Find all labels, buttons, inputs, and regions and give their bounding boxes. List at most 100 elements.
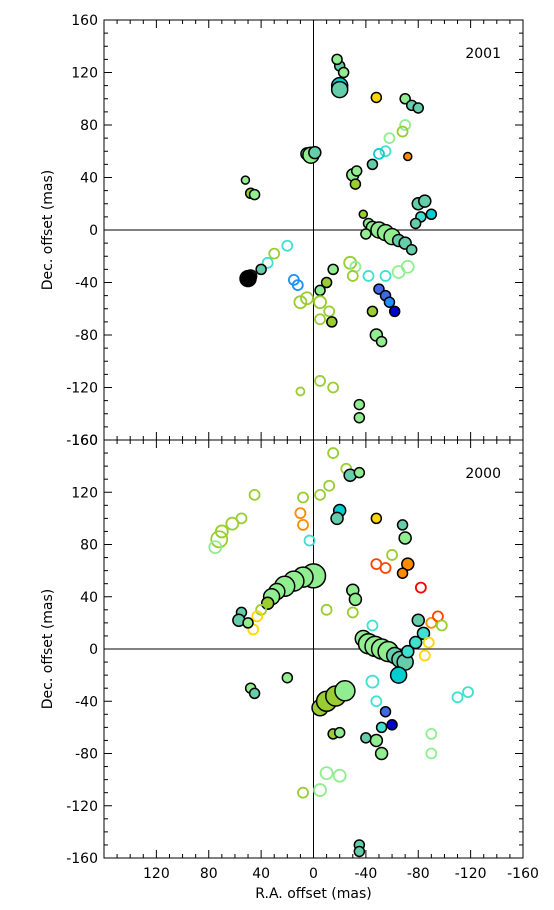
maser-spot bbox=[225, 516, 240, 531]
maser-spot bbox=[303, 534, 316, 547]
maser-spot bbox=[389, 666, 408, 684]
maser-spot bbox=[425, 747, 438, 760]
maser-spot bbox=[362, 270, 375, 282]
maser-spot bbox=[313, 783, 327, 797]
maser-spot bbox=[294, 507, 307, 520]
maser-spot bbox=[297, 491, 309, 504]
maser-spot bbox=[251, 610, 264, 623]
maser-spot bbox=[291, 279, 304, 292]
x-tick-label: -40 bbox=[354, 866, 377, 882]
maser-spot bbox=[373, 147, 385, 160]
maser-spot bbox=[314, 313, 326, 326]
maser-spot bbox=[313, 295, 327, 310]
maser-spot bbox=[414, 581, 427, 594]
maser-spot bbox=[319, 766, 334, 780]
maser-spot bbox=[425, 728, 438, 740]
y-tick-label: -160 bbox=[66, 433, 98, 449]
maser-spot bbox=[379, 145, 392, 158]
maser-spot bbox=[323, 305, 336, 318]
maser-spot bbox=[391, 265, 406, 279]
maser-spot bbox=[308, 145, 322, 160]
maser-spot bbox=[383, 132, 396, 145]
maser-spot bbox=[422, 636, 435, 649]
maser-spot bbox=[293, 295, 308, 310]
maser-spot bbox=[425, 616, 438, 629]
maser-spot bbox=[333, 726, 346, 739]
maser-spot bbox=[435, 619, 448, 632]
maser-spot bbox=[350, 165, 363, 177]
y-tick-label: 80 bbox=[80, 118, 98, 134]
maser-spot bbox=[398, 531, 412, 545]
maser-spot bbox=[320, 276, 333, 289]
maser-spot bbox=[268, 247, 281, 260]
y-tick-label: 80 bbox=[80, 538, 98, 554]
maser-spot bbox=[451, 691, 464, 704]
maser-spot bbox=[327, 447, 340, 459]
maser-spot bbox=[366, 305, 379, 318]
maser-spot bbox=[411, 613, 425, 628]
maser-spot bbox=[403, 151, 413, 162]
x-tick-label: -80 bbox=[407, 866, 430, 882]
maser-spot bbox=[369, 733, 384, 748]
maser-spot bbox=[314, 375, 326, 387]
maser-spot bbox=[386, 549, 398, 561]
maser-spot bbox=[418, 194, 432, 208]
maser-spot bbox=[360, 228, 372, 240]
maser-spot bbox=[327, 381, 340, 394]
x-tick-label: 40 bbox=[252, 866, 270, 882]
maser-spot bbox=[353, 398, 366, 411]
maser-spot bbox=[399, 119, 412, 131]
panel-2001: -160 -120 -80 -40 0 40 80 120 160 Dec. offset (ma… bbox=[40, 13, 524, 449]
maser-spot bbox=[240, 175, 251, 185]
maser-spot bbox=[248, 488, 261, 501]
maser-spot bbox=[416, 626, 431, 641]
y-tick-label: 0 bbox=[89, 642, 98, 658]
maser-spot bbox=[353, 411, 366, 424]
y-tick-label: 120 bbox=[71, 66, 98, 82]
maser-spot bbox=[348, 592, 363, 607]
maser-spot bbox=[388, 305, 401, 318]
maser-spot bbox=[379, 270, 392, 282]
maser-spot bbox=[242, 617, 254, 629]
maser-spot bbox=[370, 91, 383, 104]
x-tick-label: 80 bbox=[200, 866, 218, 882]
x-tick-label: -120 bbox=[455, 866, 487, 882]
maser-spot bbox=[379, 562, 392, 574]
maser-spot bbox=[208, 540, 223, 555]
maser-spot bbox=[425, 208, 438, 220]
maser-spot bbox=[353, 466, 366, 479]
x-axis-title: R.A. offset (mas) bbox=[255, 886, 371, 902]
maser-spot bbox=[248, 687, 261, 700]
y-tick-label: 0 bbox=[89, 223, 98, 239]
maser-spot bbox=[374, 746, 389, 761]
maser-spot bbox=[239, 269, 257, 288]
y-tick-label: 40 bbox=[80, 171, 98, 187]
maser-spot bbox=[401, 644, 415, 659]
maser-spot bbox=[409, 217, 422, 230]
maser-spot bbox=[353, 845, 366, 858]
maser-spot bbox=[375, 335, 388, 348]
maser-spot bbox=[330, 511, 344, 526]
y-tick-label: -120 bbox=[66, 799, 98, 815]
maser-spot bbox=[323, 479, 336, 492]
maser-spot bbox=[281, 671, 294, 684]
maser-spot bbox=[379, 705, 392, 718]
epoch-label: 2001 bbox=[465, 46, 501, 62]
y-tick-label: -40 bbox=[75, 276, 98, 292]
maser-spot bbox=[281, 239, 294, 252]
maser-spot bbox=[295, 386, 306, 397]
panel-2000: -160 -120 -80 -40 0 40 80 120 160 Dec. offset (ma… bbox=[40, 433, 524, 867]
y-tick-label: 40 bbox=[80, 590, 98, 606]
maser-spot bbox=[326, 316, 338, 328]
maser-spot bbox=[401, 557, 415, 571]
maser-spot bbox=[358, 209, 369, 219]
y-tick-label: 120 bbox=[71, 485, 98, 501]
maser-spot bbox=[327, 263, 339, 276]
y-tick-label: -80 bbox=[75, 328, 98, 344]
maser-spot bbox=[346, 606, 359, 619]
y-tick-label: -80 bbox=[75, 747, 98, 763]
maser-spot bbox=[386, 719, 398, 731]
maser-spot bbox=[320, 603, 333, 616]
maser-spot bbox=[260, 596, 275, 611]
